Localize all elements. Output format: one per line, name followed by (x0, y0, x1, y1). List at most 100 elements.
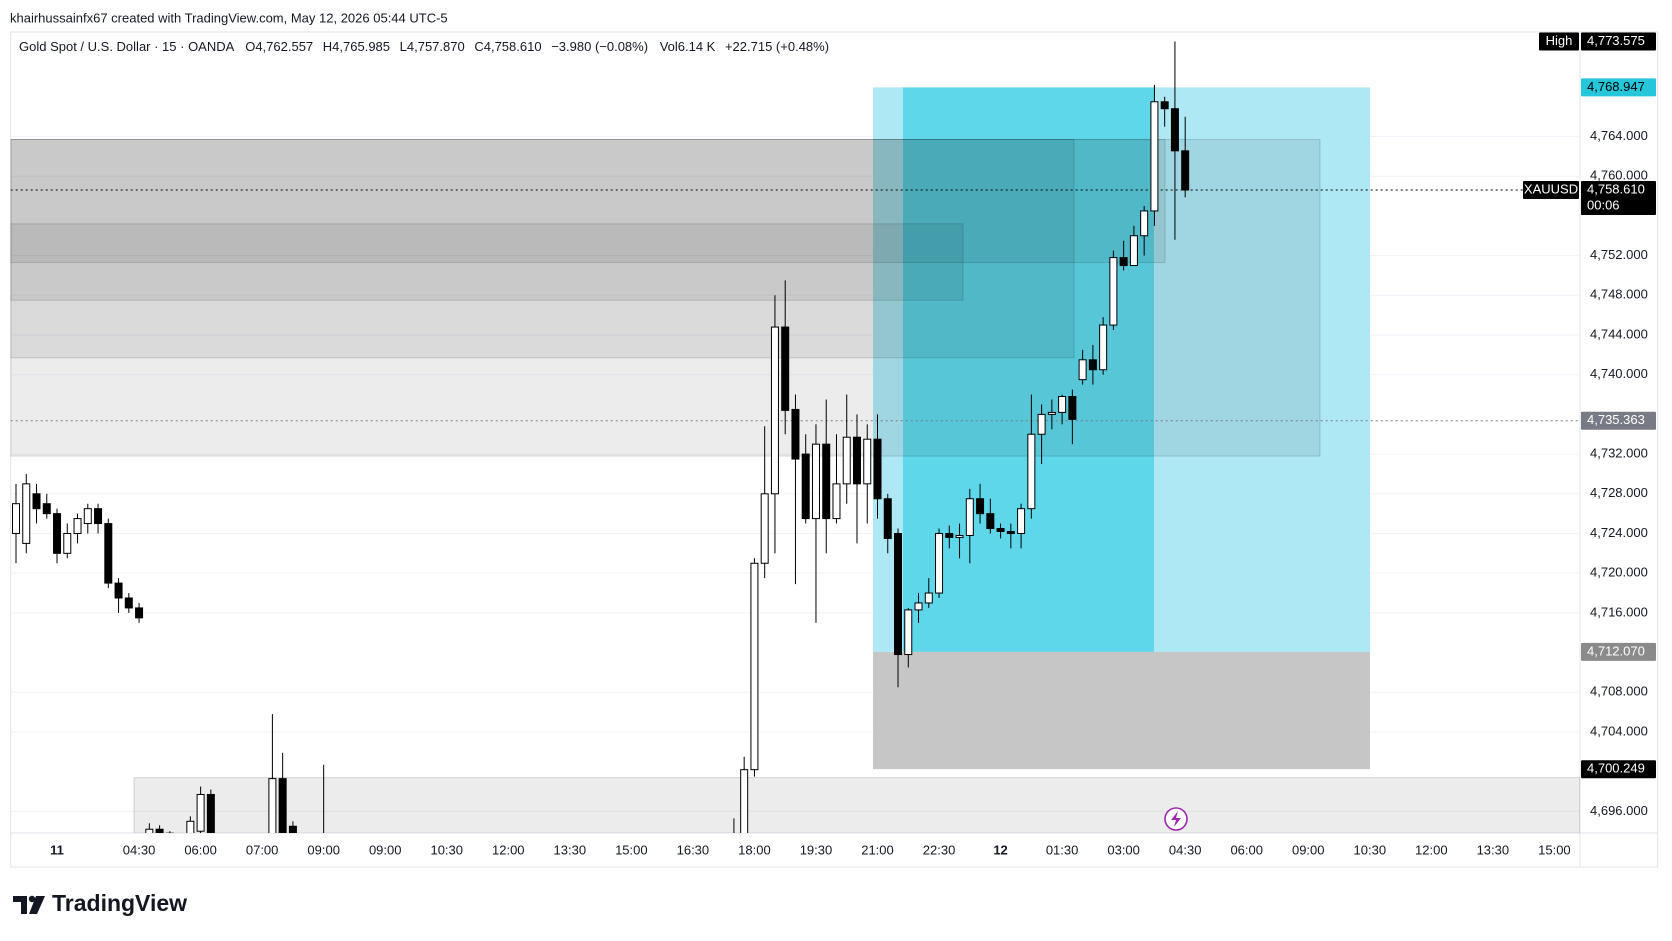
logo-mark-dot (28, 895, 36, 903)
candle-body (22, 483, 31, 544)
candle-body (1068, 396, 1077, 420)
candle-body (924, 592, 933, 604)
y-tick-label: 4,696.000 (1590, 803, 1648, 818)
legend-high: H4,765.985 (323, 39, 390, 54)
zone (133, 777, 1581, 833)
zone (10, 223, 964, 301)
candle-body (1027, 433, 1036, 510)
candle-body (750, 562, 759, 771)
zone (10, 138, 1075, 359)
axes: 4,764.000 4,760.000 4,752.000 4,748.000 4,74… (50, 128, 1648, 857)
x-tick-label: 13:30 (1477, 842, 1510, 857)
candle-body (196, 793, 205, 832)
candle-body (822, 443, 831, 520)
candle-body (268, 778, 277, 833)
candle-body (740, 769, 749, 833)
chart-frame (10, 31, 1659, 868)
x-tick-label: 09:00 (369, 842, 402, 857)
legend-change: −3.980 (−0.08%) (551, 39, 648, 54)
event-icon[interactable] (1164, 807, 1188, 831)
x-tick-label: 06:00 (184, 842, 217, 857)
candle-body (12, 503, 20, 534)
candle-body (206, 793, 215, 833)
candle-body (155, 828, 164, 833)
y-tick-label: 4,748.000 (1590, 287, 1648, 302)
candle-body (1047, 411, 1056, 415)
candle-body (104, 523, 113, 584)
legend-low: L4,757.870 (400, 39, 465, 54)
candle-body (124, 597, 133, 609)
candle-body (842, 436, 851, 485)
candle-body (781, 326, 790, 411)
candle-body (832, 483, 841, 520)
x-tick-label: 04:30 (123, 842, 156, 857)
candle-body (904, 609, 913, 656)
y-tick-label: 4,732.000 (1590, 446, 1648, 461)
candle-body (32, 493, 41, 510)
candle-body (186, 820, 195, 833)
price-label-name: XAUUSD (1524, 181, 1578, 196)
candle-body (852, 436, 861, 485)
countdown: 00:06 (1587, 197, 1620, 212)
y-tick-label: 4,728.000 (1590, 485, 1648, 500)
profit-zone-filled (903, 87, 1154, 652)
candle-body (1109, 257, 1118, 326)
price-label: 4,758.610 (1587, 181, 1645, 196)
x-tick-label: 10:30 (1354, 842, 1387, 857)
candle-body (53, 513, 62, 554)
y-tick-label: 4,764.000 (1590, 128, 1648, 143)
logo: TradingView (13, 890, 187, 916)
candle-body (883, 498, 892, 539)
candle-body (1129, 235, 1138, 267)
x-tick-label: 03:00 (1107, 842, 1140, 857)
candle-body (996, 528, 1005, 532)
price-label: 4,735.363 (1587, 412, 1645, 427)
candle-body (914, 602, 923, 611)
candle-body (986, 513, 995, 530)
y-tick-label: 4,744.000 (1590, 326, 1648, 341)
y-tick-label: 4,760.000 (1590, 168, 1648, 183)
price-label-box (1581, 642, 1656, 661)
x-tick-label: 12 (993, 842, 1007, 857)
candle-body (1119, 257, 1128, 267)
zones (10, 138, 1581, 833)
position-tool (873, 87, 1370, 770)
legend-volume: Vol6.14 K (660, 39, 716, 54)
x-tick-label: 06:00 (1230, 842, 1263, 857)
candle-body (63, 532, 72, 554)
x-tick-label: 07:00 (246, 842, 279, 857)
stop-zone (873, 651, 1370, 770)
x-tick-label: 10:30 (430, 842, 463, 857)
logo-mark-t (13, 896, 27, 914)
candle-body (1099, 324, 1108, 371)
x-tick-label: 11 (50, 842, 64, 857)
candle-body (873, 438, 882, 500)
candle-body (1160, 101, 1169, 110)
symbol: Gold Spot / U.S. Dollar · 15 · OANDA (19, 39, 235, 54)
x-tick-label: 12:00 (492, 842, 525, 857)
candles (12, 41, 1190, 833)
event-bolt (1171, 811, 1181, 827)
candle-body (801, 453, 810, 520)
x-tick-label: 22:30 (923, 842, 956, 857)
price-label: 4,768.947 (1587, 79, 1645, 94)
candle-body (83, 508, 92, 525)
legend-close: C4,758.610 (474, 39, 541, 54)
x-tick-label: 19:30 (800, 842, 833, 857)
candle-body (1037, 413, 1046, 435)
candle-body (1088, 359, 1097, 371)
price-label-box (1581, 180, 1656, 215)
candle-body (135, 607, 144, 619)
candle-body (1140, 210, 1149, 237)
price-label-tag (1523, 180, 1579, 199)
y-tick-label: 4,708.000 (1590, 684, 1648, 699)
candle-body (42, 503, 51, 515)
candle-body (811, 443, 820, 520)
candle-body (1078, 359, 1087, 381)
y-tick-label: 4,724.000 (1590, 525, 1648, 540)
x-tick-label: 01:30 (1046, 842, 1079, 857)
y-tick-label: 4,704.000 (1590, 723, 1648, 738)
x-tick-label: 15:00 (615, 842, 648, 857)
